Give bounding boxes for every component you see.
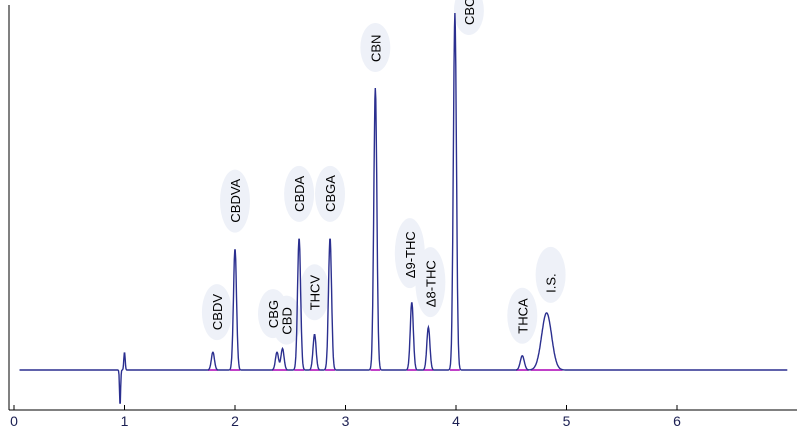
x-tick-label: 0 bbox=[10, 413, 18, 429]
peak-label: Δ9-THC bbox=[403, 231, 418, 278]
x-tick-label: 5 bbox=[563, 413, 571, 429]
chromatogram-trace bbox=[19, 12, 788, 404]
peak-label: THCV bbox=[308, 275, 323, 311]
label-ghost bbox=[315, 165, 346, 222]
label-ghost bbox=[360, 22, 391, 72]
peak-label: CBDVA bbox=[228, 178, 243, 222]
label-ghost bbox=[220, 169, 250, 233]
label-ghost bbox=[453, 0, 484, 35]
label-ghost bbox=[284, 165, 315, 222]
peak-label: CBDA bbox=[292, 175, 307, 211]
label-ghost bbox=[299, 264, 330, 321]
peak-label: CBDV bbox=[210, 294, 225, 330]
peak-label: THCA bbox=[515, 298, 530, 334]
label-backgrounds bbox=[201, 0, 566, 345]
peak-label: CBN bbox=[368, 35, 383, 62]
label-ghost bbox=[201, 284, 232, 341]
x-axis-ticks: 0 1 2 3 4 5 6 bbox=[10, 405, 681, 429]
peak-label: CBC bbox=[462, 0, 477, 25]
x-tick-label: 3 bbox=[342, 413, 350, 429]
x-tick-label: 6 bbox=[673, 413, 681, 429]
peak-label: CBGA bbox=[323, 175, 338, 212]
x-tick-label: 2 bbox=[231, 413, 239, 429]
peak-label: I.S. bbox=[544, 273, 559, 293]
label-ghost bbox=[507, 287, 538, 344]
peak-label: CBD bbox=[280, 307, 295, 334]
peak-label: Δ8-THC bbox=[423, 260, 438, 307]
x-tick-label: 1 bbox=[121, 413, 129, 429]
x-tick-label: 4 bbox=[452, 413, 460, 429]
peak-label: CBG bbox=[266, 300, 281, 328]
label-ghost bbox=[415, 247, 446, 318]
label-ghost bbox=[535, 246, 566, 303]
label-ghost bbox=[271, 295, 302, 345]
